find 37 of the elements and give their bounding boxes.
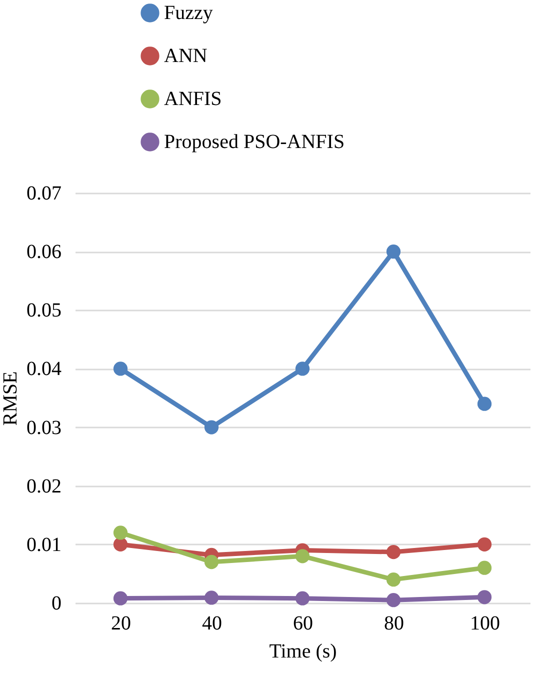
x-tick-label: 60 — [293, 612, 313, 634]
y-tick-label: 0.06 — [26, 241, 62, 264]
point — [113, 591, 128, 606]
legend-label: ANFIS — [164, 88, 222, 110]
y-tick-label: 0.05 — [26, 300, 62, 322]
legend-label: ANN — [164, 45, 208, 67]
point — [295, 362, 310, 376]
x-tick-label: 100 — [470, 612, 500, 634]
point — [386, 544, 401, 560]
point — [295, 591, 310, 606]
point — [477, 590, 492, 604]
x-tick-label: 20 — [111, 612, 131, 634]
y-tick-label: 0.04 — [26, 358, 62, 380]
point — [386, 572, 401, 587]
point — [386, 244, 401, 259]
point — [204, 420, 219, 434]
x-tick-label: 80 — [384, 612, 404, 634]
x-tick-label: 40 — [202, 612, 222, 634]
legend-label: Fuzzy — [164, 2, 213, 24]
y-tick-label: 0.03 — [26, 416, 62, 439]
y-tick-label: 0.01 — [26, 534, 62, 556]
y-axis-title: RMSE — [0, 371, 22, 426]
y-tick-label: 0.02 — [26, 475, 62, 498]
y-tick-label: 0 — [52, 592, 62, 614]
point — [113, 526, 128, 540]
point — [477, 560, 492, 575]
x-axis-title: Time (s) — [269, 640, 337, 662]
point — [204, 590, 219, 605]
point — [477, 537, 492, 552]
point — [386, 593, 401, 608]
point — [477, 396, 492, 411]
legend-label: Proposed PSO-ANFIS — [164, 131, 345, 153]
point — [295, 549, 310, 564]
y-tick-label: 0.07 — [26, 182, 62, 204]
point — [113, 362, 128, 376]
point — [113, 537, 128, 552]
point — [204, 554, 219, 570]
